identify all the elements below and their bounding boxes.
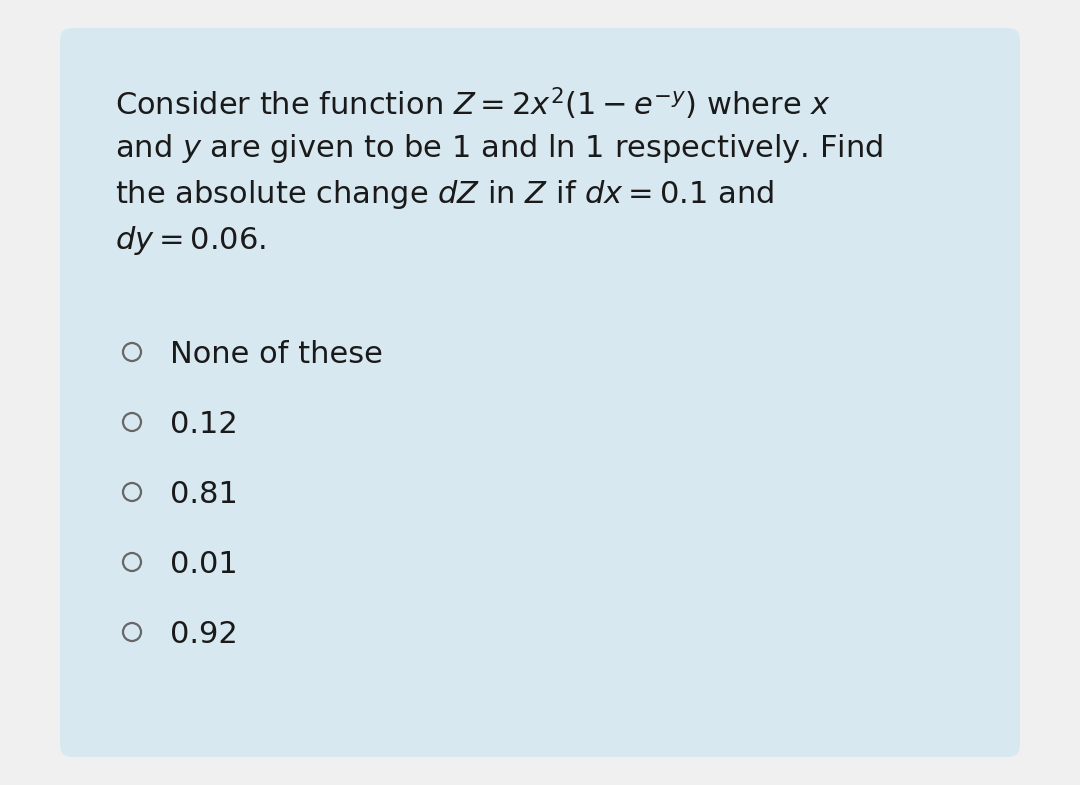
Text: 0.12: 0.12 — [170, 410, 238, 439]
Text: 0.81: 0.81 — [170, 480, 238, 509]
Text: $dy = 0.06$.: $dy = 0.06$. — [114, 224, 266, 257]
Text: None of these: None of these — [170, 340, 383, 369]
FancyBboxPatch shape — [60, 28, 1020, 757]
Text: 0.01: 0.01 — [170, 550, 238, 579]
Text: 0.92: 0.92 — [170, 620, 238, 649]
Text: and $y$ are given to be 1 and ln 1 respectively. Find: and $y$ are given to be 1 and ln 1 respe… — [114, 132, 883, 165]
Text: the absolute change $dZ$ in $Z$ if $dx = 0.1$ and: the absolute change $dZ$ in $Z$ if $dx =… — [114, 178, 774, 211]
Text: Consider the function $Z = 2x^2(1 - e^{-y})$ where $x$: Consider the function $Z = 2x^2(1 - e^{-… — [114, 86, 831, 122]
